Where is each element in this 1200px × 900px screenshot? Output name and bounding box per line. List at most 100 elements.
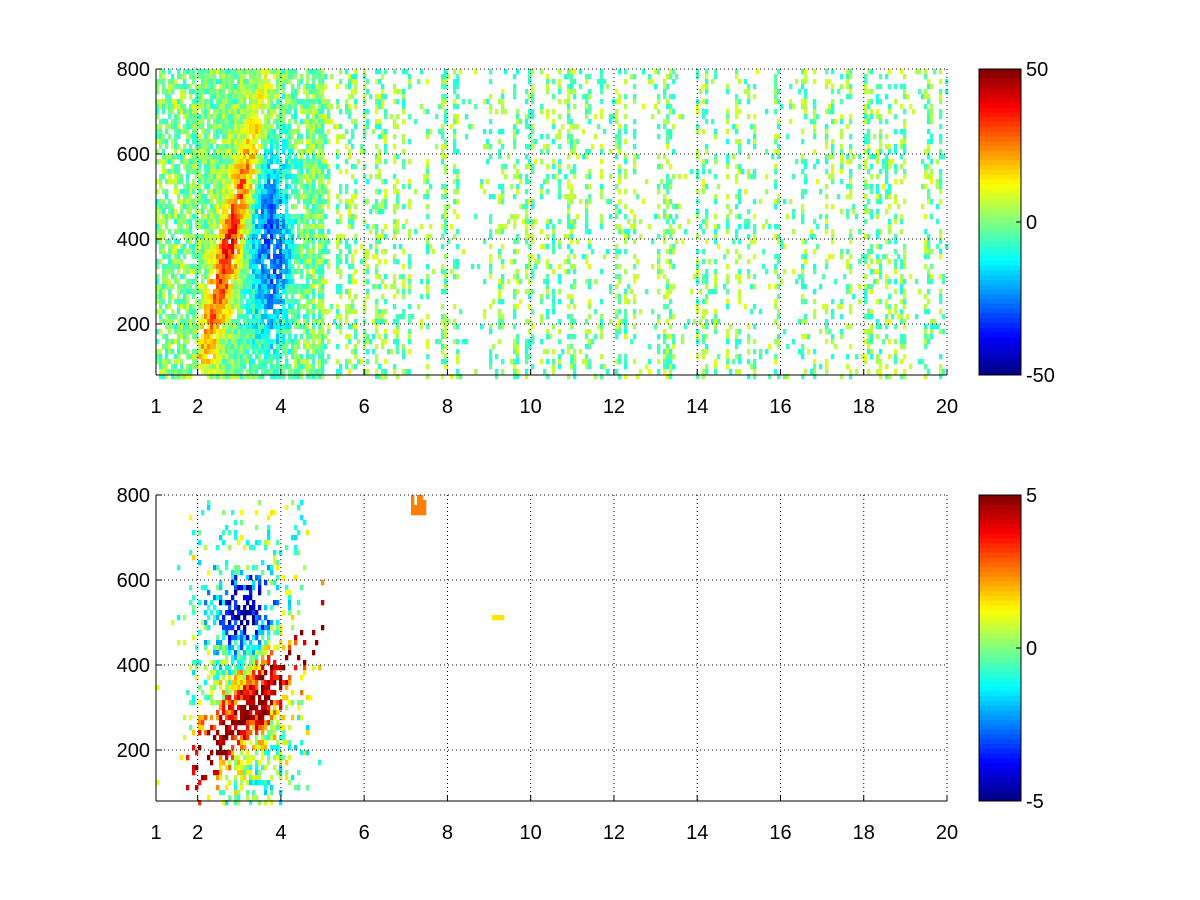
heatmap-cell [222, 349, 226, 355]
heatmap-cell [306, 134, 310, 140]
heatmap-cell [489, 69, 493, 75]
heatmap-cell [372, 129, 376, 135]
heatmap-cell [540, 319, 544, 325]
heatmap-cell [261, 329, 265, 335]
heatmap-cell [657, 69, 661, 75]
heatmap-cell [705, 284, 709, 290]
heatmap-cell [321, 324, 325, 330]
heatmap-cell [162, 289, 166, 295]
heatmap-cell [189, 374, 193, 380]
heatmap-cell [195, 219, 199, 225]
heatmap-cell [174, 314, 178, 320]
heatmap-cell [777, 344, 781, 350]
heatmap-cell [303, 99, 307, 105]
heatmap-cell [240, 69, 244, 75]
heatmap-cell [669, 299, 673, 305]
heatmap-cell [255, 109, 259, 115]
heatmap-cell [171, 179, 175, 185]
heatmap-cell [705, 309, 709, 315]
heatmap-cell [174, 149, 178, 155]
heatmap-cell [552, 369, 556, 375]
heatmap-cell [711, 79, 715, 85]
heatmap-cell [297, 89, 301, 95]
heatmap-cell [225, 314, 229, 320]
heatmap-cell [255, 139, 259, 145]
heatmap-cell [213, 279, 217, 285]
heatmap-cell [243, 129, 247, 135]
heatmap-cell [228, 119, 232, 125]
heatmap-cell [669, 179, 673, 185]
heatmap-cell [279, 329, 283, 335]
heatmap-cell [174, 209, 178, 215]
heatmap-cell [180, 154, 184, 160]
heatmap-cell [498, 294, 502, 300]
heatmap-cell [732, 239, 736, 245]
heatmap-cell [606, 199, 610, 205]
heatmap-cell [315, 264, 319, 270]
heatmap-cell [270, 264, 274, 270]
heatmap-cell [198, 139, 202, 145]
heatmap-cell [306, 284, 310, 290]
heatmap-cell [198, 154, 202, 160]
heatmap-cell [255, 354, 259, 360]
heatmap-cell [441, 344, 445, 350]
heatmap-cell [210, 199, 214, 205]
heatmap-cell [588, 314, 592, 320]
heatmap-cell [798, 319, 802, 325]
heatmap-cell [243, 149, 247, 155]
heatmap-cell [402, 274, 406, 280]
heatmap-cell [225, 349, 229, 355]
heatmap-cell [402, 369, 406, 375]
heatmap-cell [222, 79, 226, 85]
heatmap-cell [318, 284, 322, 290]
heatmap-cell [276, 224, 280, 230]
heatmap-cell [252, 99, 256, 105]
heatmap-cell [357, 339, 361, 345]
heatmap-cell [234, 129, 238, 135]
heatmap-cell [588, 359, 592, 365]
heatmap-cell [243, 154, 247, 160]
heatmap-cell [324, 99, 328, 105]
heatmap-cell [702, 339, 706, 345]
heatmap-cell [237, 194, 241, 200]
heatmap-cell [270, 344, 274, 350]
heatmap-cell [207, 79, 211, 85]
heatmap-cell [510, 259, 514, 265]
heatmap-cell [180, 199, 184, 205]
heatmap-cell [186, 299, 190, 305]
heatmap-cell [528, 264, 532, 270]
heatmap-cell [714, 274, 718, 280]
heatmap-cell [201, 369, 205, 375]
heatmap-cell [189, 279, 193, 285]
heatmap-cell [246, 234, 250, 240]
heatmap-cell [192, 124, 196, 130]
heatmap-cell [321, 104, 325, 110]
heatmap-cell [306, 234, 310, 240]
heatmap-cell [273, 194, 277, 200]
heatmap-cell [273, 364, 277, 370]
heatmap-cell [585, 229, 589, 235]
heatmap-cell [180, 369, 184, 375]
heatmap-cell [426, 324, 430, 330]
heatmap-cell [375, 104, 379, 110]
heatmap-cell [261, 264, 265, 270]
heatmap-cell [249, 274, 253, 280]
heatmap-cell [501, 319, 505, 325]
heatmap-cell [381, 339, 385, 345]
heatmap-cell [348, 139, 352, 145]
heatmap-cell [246, 84, 250, 90]
heatmap-cell [546, 164, 550, 170]
heatmap-cell [804, 314, 808, 320]
heatmap-cell [252, 334, 256, 340]
heatmap-cell [258, 279, 262, 285]
heatmap-cell [219, 199, 223, 205]
heatmap-cell [276, 244, 280, 250]
heatmap-cell [702, 349, 706, 355]
heatmap-cell [378, 189, 382, 195]
heatmap-cell [165, 354, 169, 360]
heatmap-cell [528, 179, 532, 185]
heatmap-cell [501, 144, 505, 150]
heatmap-cell [249, 94, 253, 100]
heatmap-cell [738, 199, 742, 205]
heatmap-cell [528, 109, 532, 115]
